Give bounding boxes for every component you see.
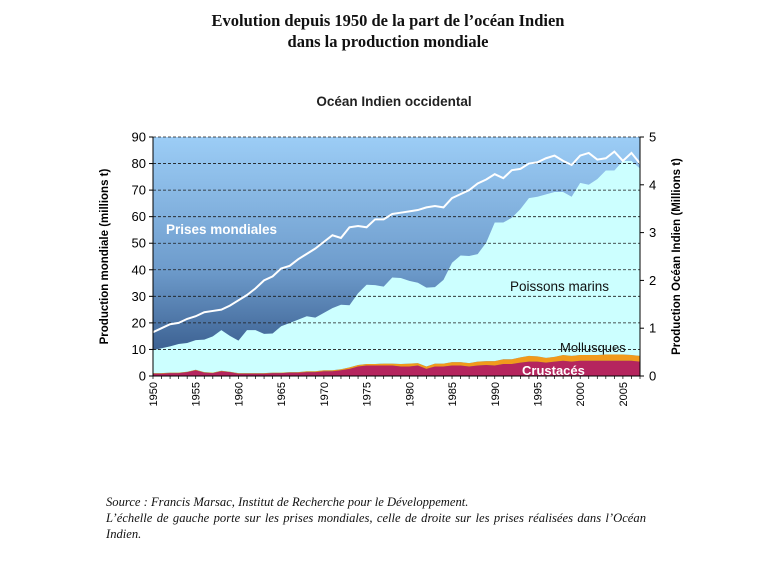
series-label-mollusques: Mollusques <box>560 340 626 355</box>
y-tick-label-left-40: 40 <box>132 262 146 277</box>
line-prises-mondiales <box>152 150 641 334</box>
x-tick-label-1980: 1980 <box>404 382 416 406</box>
y-tick-label-right-0: 0 <box>649 369 656 384</box>
y-tick-label-right-5: 5 <box>649 130 656 145</box>
area-poissons-marins <box>153 160 640 374</box>
area-crustaces <box>153 360 640 376</box>
y-tick-label-left-20: 20 <box>132 315 146 330</box>
y-tick-label-left-30: 30 <box>132 289 146 304</box>
scale-note: L’échelle de gauche porte sur les prises… <box>106 511 646 541</box>
y-tick-label-left-0: 0 <box>139 369 146 384</box>
chart-svg: Océan Indien occidental 0102030405060708… <box>99 94 683 406</box>
x-tick-label-1975: 1975 <box>362 382 374 406</box>
x-tick-label-1965: 1965 <box>276 382 288 406</box>
y-axis-title-left: Production mondiale (millions t) <box>99 168 111 344</box>
x-tick-label-2005: 2005 <box>618 382 630 406</box>
x-tick-label-2000: 2000 <box>575 382 587 406</box>
y-axis-title-right: Production Océan Indien (Millions t) <box>671 158 683 355</box>
series-label-crustaces: Crustacés <box>522 363 585 378</box>
page-title: Evolution depuis 1950 de la part de l’oc… <box>0 10 776 52</box>
y-tick-label-left-10: 10 <box>132 342 146 357</box>
y-tick-label-left-60: 60 <box>132 209 146 224</box>
source-text: Source : Francis Marsac, Institut de Rec… <box>106 495 469 509</box>
y-tick-label-left-90: 90 <box>132 130 146 145</box>
y-tick-label-left-80: 80 <box>132 156 146 171</box>
x-tick-label-1960: 1960 <box>233 382 245 406</box>
series-label-prises-mondiales: Prises mondiales <box>166 222 277 237</box>
x-tick-label-1985: 1985 <box>447 382 459 406</box>
x-tick-label-1955: 1955 <box>191 382 203 406</box>
page-title-line1: Evolution depuis 1950 de la part de l’oc… <box>211 11 565 30</box>
x-tick-label-1990: 1990 <box>490 382 502 406</box>
y-tick-label-right-2: 2 <box>649 273 656 288</box>
area-mollusques <box>153 354 640 374</box>
y-tick-label-right-3: 3 <box>649 225 656 240</box>
x-tick-label-1995: 1995 <box>532 382 544 406</box>
y-tick-label-right-4: 4 <box>649 177 656 192</box>
x-tick-label-1950: 1950 <box>148 382 160 406</box>
chart-container: Océan Indien occidental 0 10 20 30 40 50 60 70 8… <box>0 88 776 420</box>
x-tick-label-1970: 1970 <box>319 382 331 406</box>
page-title-line2: dans la production mondiale <box>287 32 489 51</box>
chart-footer: Source : Francis Marsac, Institut de Rec… <box>106 494 646 542</box>
y-tick-label-left-70: 70 <box>132 183 146 198</box>
chart-title: Océan Indien occidental <box>316 94 471 109</box>
series-label-poissons-marins: Poissons marins <box>510 279 609 294</box>
y-tick-label-left-50: 50 <box>132 236 146 251</box>
y-tick-label-right-1: 1 <box>649 321 656 336</box>
